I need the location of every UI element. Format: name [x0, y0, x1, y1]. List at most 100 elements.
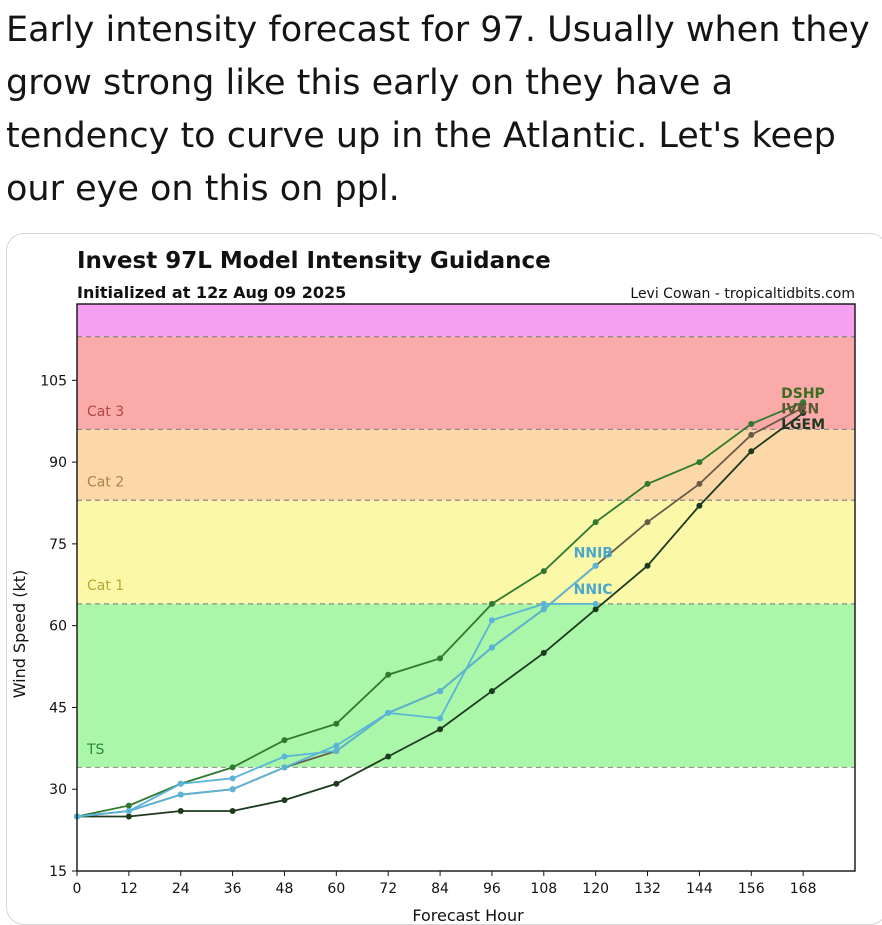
data-point-lgem	[385, 753, 392, 760]
data-point-lgem	[333, 780, 340, 787]
x-tick-label: 144	[686, 881, 713, 897]
data-point-lgem	[748, 448, 755, 455]
data-point-dshp	[281, 737, 288, 744]
series-label-ivcn: IVCN	[781, 402, 819, 418]
data-point-nnib	[437, 688, 444, 695]
data-point-nnib	[488, 644, 495, 651]
data-point-lgem	[177, 808, 184, 815]
intensity-bands	[77, 304, 855, 768]
y-tick-label: 75	[49, 537, 67, 553]
data-point-nnic	[540, 600, 547, 607]
band-top	[77, 304, 855, 337]
y-tick-label: 45	[49, 700, 67, 716]
data-point-nnib	[333, 748, 340, 755]
band-cat-1	[77, 500, 855, 604]
x-tick-label: 96	[483, 881, 501, 897]
data-point-dshp	[592, 519, 599, 526]
model-series	[74, 399, 807, 820]
x-tick-label: 168	[790, 881, 817, 897]
data-point-lgem	[540, 649, 547, 656]
plot-frame	[76, 303, 856, 872]
data-point-lgem	[696, 502, 703, 509]
x-tick-label: 84	[431, 881, 449, 897]
x-tick-label: 156	[738, 881, 765, 897]
x-tick-label: 24	[172, 881, 190, 897]
x-tick-label: 12	[120, 881, 138, 897]
chart-title: Invest 97L Model Intensity Guidance	[77, 248, 551, 274]
data-point-nnic	[437, 715, 444, 722]
data-point-nnic	[385, 709, 392, 716]
data-point-dshp	[385, 671, 392, 678]
data-point-lgem	[488, 688, 495, 695]
series-label-nnib: NNIB	[574, 546, 613, 562]
data-point-ivcn	[644, 519, 651, 526]
band-cat-2	[77, 429, 855, 501]
data-point-nnib	[540, 606, 547, 613]
data-point-nnib	[229, 775, 236, 782]
y-tick-label: 90	[49, 455, 67, 471]
data-point-lgem	[644, 562, 651, 569]
chart-subtitle: Initialized at 12z Aug 09 2025	[77, 283, 346, 302]
x-tick-label: 48	[276, 881, 294, 897]
band-label: TS	[86, 742, 105, 758]
data-point-dshp	[229, 764, 236, 771]
y-tick-label: 15	[49, 864, 67, 880]
data-point-ivcn	[696, 480, 703, 487]
data-point-dshp	[437, 655, 444, 662]
data-point-dshp	[748, 420, 755, 427]
y-tick-label: 30	[49, 782, 67, 798]
data-point-nnib	[177, 780, 184, 787]
data-point-lgem	[229, 808, 236, 815]
data-point-nnic	[488, 617, 495, 624]
chart-card[interactable]: TS Cat 1 Cat 2 Cat 3 DSHP IVCN LGEM NNIB NNIC 0…	[6, 233, 882, 925]
x-tick-label: 0	[73, 881, 82, 897]
data-point-nnic	[229, 786, 236, 793]
band-label: Cat 1	[87, 578, 124, 594]
data-point-lgem	[592, 606, 599, 613]
series-label-dshp: DSHP	[781, 386, 825, 402]
series-label-nnic: NNIC	[574, 582, 613, 598]
y-axis-label: Wind Speed (kt)	[10, 570, 29, 699]
x-axis-label: Forecast Hour	[412, 906, 524, 924]
x-tick-label: 132	[634, 881, 661, 897]
y-tick-label: 60	[49, 619, 67, 635]
data-point-ivcn	[748, 431, 755, 438]
data-point-nnib	[592, 562, 599, 569]
x-axis: 0 12 24 36 48 60 72 84 96 108 120 132 144 156 168	[73, 871, 817, 897]
post-text: Early intensity forecast for 97. Usually…	[6, 10, 870, 209]
data-point-lgem	[281, 797, 288, 804]
series-label-lgem: LGEM	[781, 417, 825, 433]
data-point-nnic	[177, 791, 184, 798]
x-tick-label: 120	[582, 881, 609, 897]
data-point-lgem	[437, 726, 444, 733]
data-point-nnic	[125, 808, 132, 815]
data-point-dshp	[125, 802, 132, 809]
data-point-nnic	[333, 742, 340, 749]
band-boundaries	[77, 336, 855, 768]
data-point-dshp	[644, 480, 651, 487]
data-point-nnic	[281, 764, 288, 771]
band-cat-3	[77, 336, 855, 430]
x-tick-label: 60	[327, 881, 345, 897]
data-point-dshp	[696, 459, 703, 466]
data-point-ivcn	[800, 404, 807, 411]
band-labels: TS Cat 1 Cat 2 Cat 3	[86, 404, 124, 758]
data-point-nnic	[592, 600, 599, 607]
data-point-lgem	[125, 813, 132, 820]
band-label: Cat 2	[87, 475, 124, 491]
data-point-lgem	[800, 410, 807, 417]
data-point-dshp	[333, 720, 340, 727]
x-tick-label: 72	[379, 881, 397, 897]
data-point-dshp	[540, 568, 547, 575]
data-point-dshp	[800, 399, 807, 406]
y-axis: 15 30 45 60 75 90 105	[40, 373, 77, 880]
x-tick-label: 36	[224, 881, 242, 897]
y-tick-label: 105	[40, 373, 67, 389]
data-point-dshp	[488, 600, 495, 607]
data-point-nnib	[281, 753, 288, 760]
band-label: Cat 3	[87, 404, 124, 420]
band-ts	[77, 603, 855, 768]
x-tick-label: 108	[530, 881, 557, 897]
